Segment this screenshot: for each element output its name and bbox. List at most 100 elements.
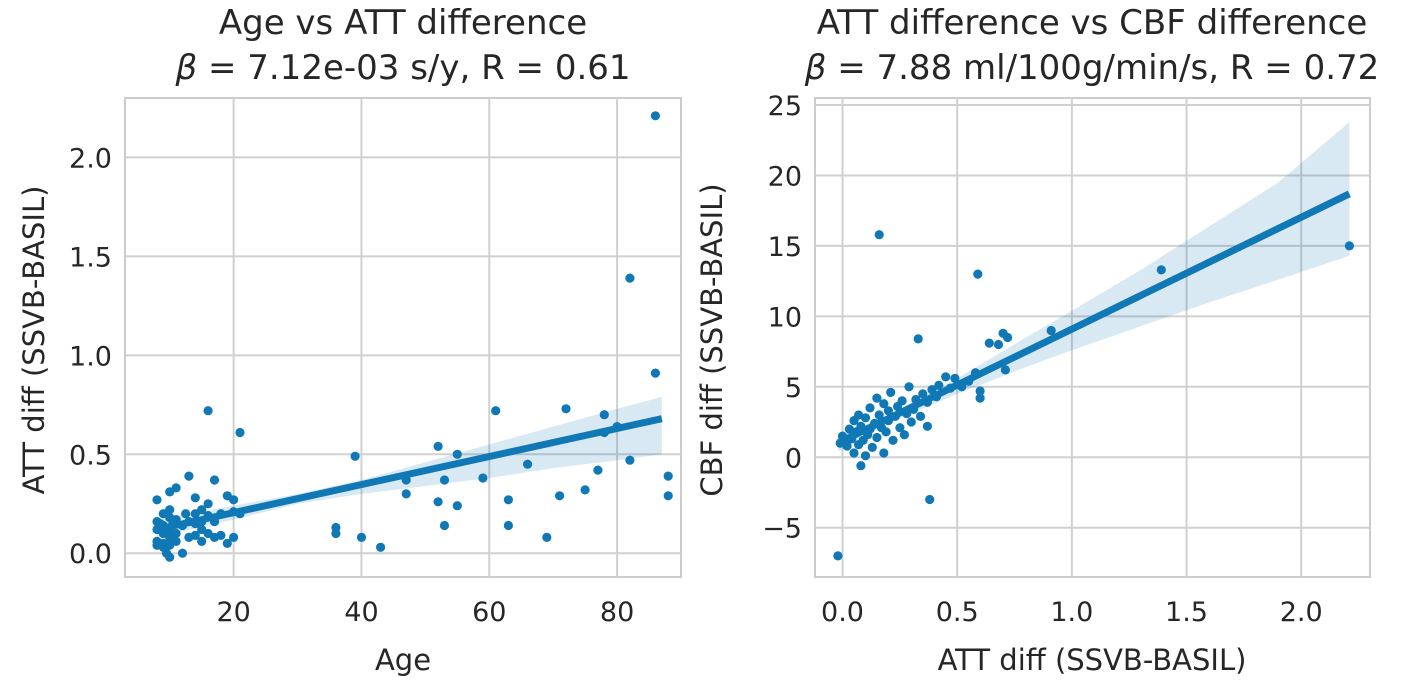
- data-point: [883, 406, 894, 416]
- data-point: [860, 413, 871, 423]
- data-point: [171, 536, 181, 547]
- data-point: [235, 427, 245, 438]
- x-tick-label: 0.0: [821, 597, 864, 628]
- y-tick-label: 0: [785, 443, 802, 474]
- y-tick-label: 1.0: [69, 341, 112, 372]
- data-point: [229, 532, 239, 543]
- data-point: [888, 435, 898, 445]
- data-point: [904, 382, 914, 392]
- data-point: [439, 475, 450, 485]
- x-tick-label: 60: [472, 597, 506, 628]
- data-point: [625, 273, 635, 283]
- data-point: [542, 532, 552, 543]
- data-point: [849, 448, 859, 458]
- x-tick-label: 2.0: [1280, 597, 1323, 628]
- data-point: [181, 509, 191, 519]
- data-point: [899, 430, 910, 440]
- data-point: [203, 499, 213, 509]
- x-tick-label: 0.5: [936, 597, 979, 628]
- y-tick-label: −5: [762, 514, 802, 545]
- data-point: [203, 406, 213, 416]
- chart-subtitle: β = 7.88 ml/100g/min/s, R = 0.72: [804, 48, 1380, 88]
- data-point: [874, 230, 884, 240]
- data-point: [925, 494, 935, 505]
- age-vs-att-panel: 20 40 60 80 0.0 0.5 1.0 1.5 2.0 Age vs ATT diff…: [17, 3, 682, 677]
- chart-title: ATT difference vs CBF difference: [817, 3, 1368, 43]
- y-axis-label: CBF diff (SSVB-BASIL): [695, 183, 729, 496]
- data-point: [886, 387, 896, 397]
- data-point: [867, 442, 877, 452]
- data-point: [197, 536, 207, 547]
- regression-line: [156, 415, 663, 533]
- data-point: [593, 465, 603, 475]
- data-point: [663, 471, 673, 481]
- chart-subtitle: β = 7.12e-03 s/y, R = 0.61: [174, 48, 630, 88]
- data-point: [503, 520, 513, 531]
- data-point: [879, 448, 889, 458]
- data-point: [439, 520, 450, 531]
- x-tick-label: 80: [600, 597, 634, 628]
- data-point: [860, 451, 871, 461]
- chart-title: Age vs ATT difference: [219, 3, 587, 43]
- data-point: [1046, 325, 1056, 336]
- x-tick-label: 1.5: [1165, 597, 1208, 628]
- x-axis-label: Age: [375, 643, 431, 677]
- data-point: [625, 455, 635, 465]
- x-tick-labels: 20 40 60 80: [216, 597, 634, 628]
- data-point: [190, 493, 200, 503]
- plot-area: [814, 97, 1371, 578]
- data-point: [1156, 265, 1166, 275]
- data-point: [209, 475, 220, 485]
- data-point: [975, 393, 985, 403]
- data-point: [555, 491, 565, 501]
- data-point: [452, 449, 462, 459]
- data-point: [650, 368, 661, 378]
- data-point: [881, 427, 891, 437]
- data-point: [190, 530, 200, 541]
- data-point: [599, 410, 609, 420]
- data-point: [171, 483, 181, 493]
- data-point: [331, 528, 341, 539]
- data-point: [918, 389, 928, 399]
- data-point: [975, 386, 985, 396]
- y-tick-labels: 0.0 0.5 1.0 1.5 2.0: [69, 143, 112, 570]
- data-point: [895, 423, 905, 433]
- data-point: [993, 339, 1004, 350]
- y-tick-label: 25: [768, 91, 802, 122]
- data-point: [356, 532, 367, 543]
- data-point: [1000, 365, 1011, 375]
- data-point: [197, 505, 207, 515]
- data-point: [165, 505, 175, 515]
- data-point: [856, 461, 866, 471]
- data-point: [879, 399, 889, 409]
- data-point: [561, 404, 571, 414]
- data-point: [478, 473, 488, 483]
- data-point: [350, 451, 360, 461]
- y-tick-label: 10: [768, 302, 802, 333]
- data-point: [222, 538, 232, 549]
- data-point: [503, 495, 513, 505]
- gridlines: [815, 98, 1370, 577]
- data-point: [433, 441, 443, 451]
- data-point: [152, 495, 162, 505]
- x-axis-label: ATT diff (SSVB-BASIL): [938, 643, 1247, 677]
- data-point: [401, 489, 411, 499]
- data-point: [177, 548, 188, 558]
- x-tick-labels: 0.0 0.5 1.0 1.5 2.0: [821, 597, 1323, 628]
- data-point: [171, 528, 181, 539]
- data-point: [915, 411, 926, 421]
- y-axis-label: ATT diff (SSVB-BASIL): [17, 186, 51, 495]
- data-point: [1344, 241, 1354, 251]
- y-tick-label: 0.0: [69, 539, 112, 570]
- scatter-points: [152, 111, 673, 562]
- data-point: [984, 338, 994, 348]
- att-vs-cbf-panel: 0.0 0.5 1.0 1.5 2.0 −5 0 5 10 15 20 25 ATT differe…: [695, 3, 1379, 677]
- y-tick-label: 5: [785, 373, 802, 404]
- regression-line: [836, 190, 1351, 447]
- data-point: [941, 372, 951, 382]
- x-tick-label: 1.0: [1050, 597, 1093, 628]
- data-point: [854, 410, 864, 420]
- data-point: [184, 471, 194, 481]
- data-point: [950, 373, 960, 383]
